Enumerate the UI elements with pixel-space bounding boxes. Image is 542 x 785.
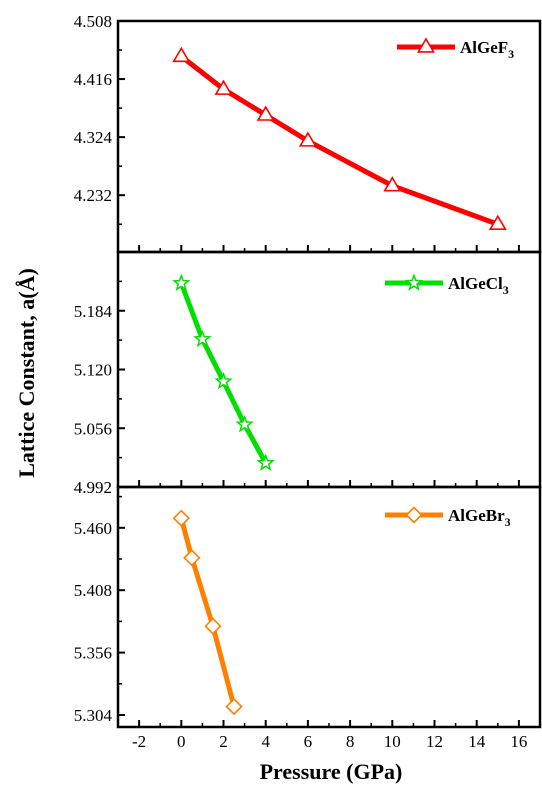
x-tick-label: 10	[384, 732, 401, 751]
legend-label: AlGeBr3	[448, 506, 511, 529]
legend-marker	[404, 273, 424, 291]
y-tick-label: 5.304	[74, 706, 113, 725]
y-tick-label: 5.460	[74, 519, 112, 538]
data-point	[256, 105, 275, 121]
legend: AlGeCl3	[385, 273, 509, 297]
panels: 4.232 4.324 4.416 4.508 AlGeF3 4.992 5.056 5.12…	[74, 12, 542, 751]
x-tick-label: 12	[426, 732, 443, 751]
y-tick-label: 4.416	[74, 70, 112, 89]
y-tick-label: 5.056	[74, 419, 112, 438]
x-tick-label: 4	[261, 732, 270, 751]
x-tick-label: 14	[468, 732, 486, 751]
data-point	[298, 131, 317, 147]
y-tick-label: 5.408	[74, 581, 112, 600]
panel-middle: 4.992 5.056 5.120 5.184 AlGeCl3	[74, 250, 542, 497]
y-tick-label: 4.508	[74, 12, 112, 31]
legend-marker	[405, 506, 423, 524]
data-point	[193, 329, 212, 347]
data-point	[172, 46, 191, 63]
y-tick-label: 5.356	[74, 644, 112, 663]
x-tick-label: 2	[219, 732, 228, 751]
y-tick-label: 5.184	[74, 302, 113, 321]
y-tick-label: 5.120	[74, 361, 112, 380]
series-line	[178, 517, 237, 708]
legend-label: AlGeF3	[460, 38, 514, 61]
x-tick-label: -2	[132, 732, 146, 751]
legend-label: AlGeCl3	[448, 274, 509, 297]
data-point	[183, 549, 201, 567]
data-point	[235, 414, 254, 433]
x-tick-label: 8	[346, 732, 355, 751]
x-tick-label: 16	[510, 732, 527, 751]
data-point	[214, 371, 233, 390]
data-point	[172, 509, 190, 527]
panel-top: 4.232 4.324 4.416 4.508 AlGeF3	[74, 12, 542, 254]
x-tick-label: 0	[177, 732, 186, 751]
data-point	[225, 697, 243, 716]
y-axis-label: Lattice Constant, a(Å)	[14, 268, 39, 478]
data-point	[488, 214, 507, 230]
x-axis-label: Pressure (GPa)	[260, 759, 403, 784]
panel-bottom: 5.304 5.356 5.408 5.460 AlGeBr3	[74, 485, 542, 729]
legend: AlGeF3	[397, 37, 514, 61]
series-line	[179, 54, 499, 227]
legend-marker	[417, 37, 435, 53]
y-tick-label: 4.992	[74, 478, 112, 497]
data-point	[172, 273, 191, 291]
data-point	[256, 453, 275, 471]
legend: AlGeBr3	[385, 506, 511, 529]
y-tick-label: 4.324	[74, 128, 113, 147]
y-tick-label: 4.232	[74, 186, 112, 205]
x-tick-label: 6	[304, 732, 313, 751]
data-point	[383, 176, 402, 192]
data-point	[204, 617, 222, 635]
data-point	[214, 79, 233, 95]
